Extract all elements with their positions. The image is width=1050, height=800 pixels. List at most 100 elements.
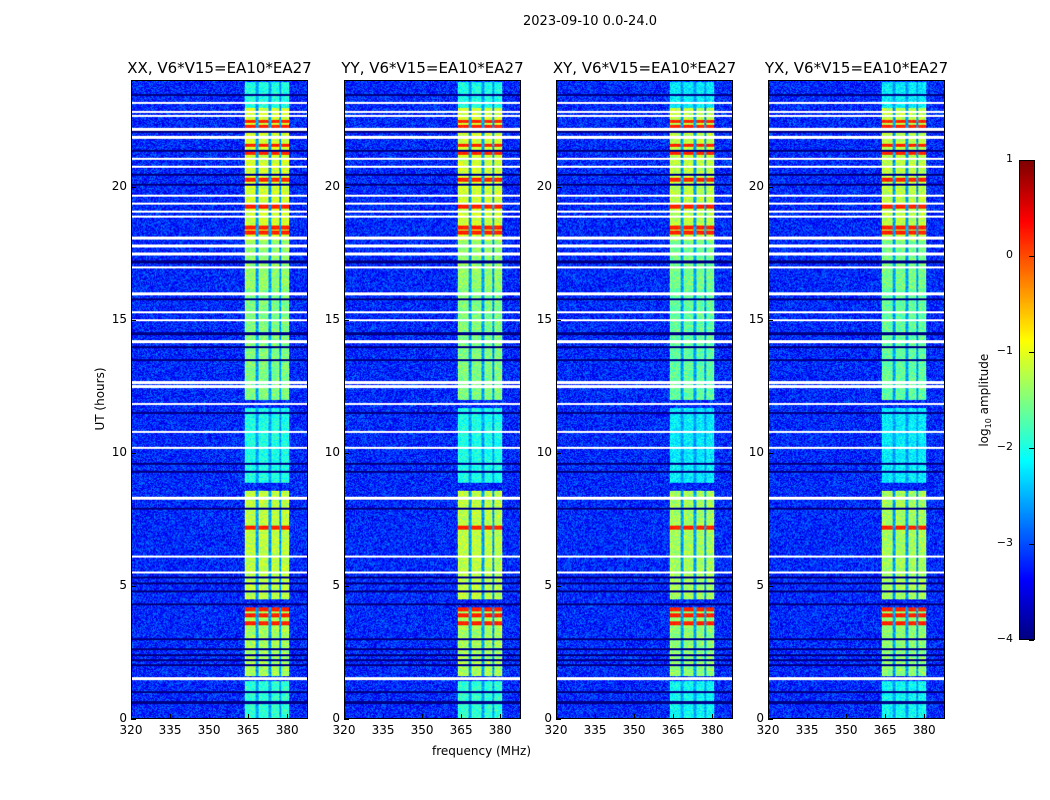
x-tick-mark xyxy=(595,714,597,719)
x-tick-mark xyxy=(712,714,714,719)
x-tick-mark xyxy=(422,714,424,719)
x-axis-label: frequency (MHz) xyxy=(432,744,532,758)
colorbar xyxy=(1019,160,1035,640)
x-tick-mark xyxy=(885,714,887,719)
y-tick-mark xyxy=(768,719,773,720)
y-tick-mark xyxy=(556,319,561,321)
colorbar-tick-mark xyxy=(1029,256,1034,257)
panel-title: YX, V6*V15=EA10*EA27 xyxy=(764,59,949,77)
spectrogram-heatmap xyxy=(769,81,944,718)
colorbar-tick-label: −4 xyxy=(996,632,1013,645)
y-tick-label: 20 xyxy=(111,178,127,193)
x-tick-label: 380 xyxy=(488,723,512,737)
x-tick-mark xyxy=(500,714,502,719)
x-tick-label: 350 xyxy=(622,723,646,737)
x-tick-mark xyxy=(846,714,848,719)
y-tick-label: 20 xyxy=(536,178,552,193)
y-tick-mark xyxy=(768,585,773,587)
y-tick-label: 0 xyxy=(544,711,552,725)
x-tick-mark xyxy=(924,714,926,719)
x-tick-label: 335 xyxy=(371,723,395,737)
colorbar-tick-label: −3 xyxy=(996,536,1013,549)
colorbar-tick-mark xyxy=(1029,448,1034,449)
x-tick-label: 320 xyxy=(119,723,143,737)
y-tick-mark xyxy=(344,452,349,454)
y-tick-mark xyxy=(131,186,136,188)
x-tick-label: 350 xyxy=(197,723,221,737)
panel-title: XX, V6*V15=EA10*EA27 xyxy=(127,59,312,77)
colorbar-tick-label: −2 xyxy=(996,440,1013,453)
y-tick-label: 10 xyxy=(111,444,127,459)
colorbar-tick-mark xyxy=(1029,544,1034,545)
x-tick-mark xyxy=(248,714,250,719)
y-tick-label: 15 xyxy=(748,311,764,326)
x-tick-mark xyxy=(556,714,557,719)
spectrogram-panel xyxy=(768,80,945,719)
y-tick-mark xyxy=(344,319,349,321)
x-tick-label: 380 xyxy=(275,723,299,737)
colorbar-tick-label: 0 xyxy=(1006,248,1013,261)
x-tick-mark xyxy=(461,714,463,719)
spectrogram-heatmap xyxy=(132,81,307,718)
x-tick-label: 350 xyxy=(834,723,858,737)
y-tick-label: 5 xyxy=(756,577,764,592)
spectrogram-heatmap xyxy=(557,81,732,718)
colorbar-tick-label: 1 xyxy=(1006,152,1013,165)
x-tick-label: 335 xyxy=(583,723,607,737)
x-tick-mark xyxy=(634,714,636,719)
y-tick-label: 20 xyxy=(324,178,340,193)
x-tick-label: 380 xyxy=(700,723,724,737)
y-tick-label: 5 xyxy=(119,577,127,592)
figure-title: 2023-09-10 0.0-24.0 xyxy=(523,14,657,29)
x-tick-label: 365 xyxy=(236,723,260,737)
y-tick-label: 20 xyxy=(748,178,764,193)
y-tick-mark xyxy=(556,719,561,720)
x-tick-label: 365 xyxy=(873,723,897,737)
y-tick-label: 10 xyxy=(536,444,552,459)
y-tick-label: 5 xyxy=(332,577,340,592)
colorbar-tick-label: −1 xyxy=(996,344,1013,357)
y-tick-mark xyxy=(131,719,136,720)
x-tick-mark xyxy=(768,714,769,719)
y-axis-label: UT (hours) xyxy=(93,367,107,431)
y-tick-mark xyxy=(344,186,349,188)
colorbar-label: log10 amplitude xyxy=(976,353,994,447)
y-tick-mark xyxy=(344,719,349,720)
y-tick-mark xyxy=(768,186,773,188)
y-tick-mark xyxy=(131,585,136,587)
spectrogram-panel xyxy=(131,80,308,719)
y-tick-label: 10 xyxy=(324,444,340,459)
y-tick-label: 15 xyxy=(536,311,552,326)
x-tick-label: 350 xyxy=(410,723,434,737)
panel-title: YY, V6*V15=EA10*EA27 xyxy=(341,59,524,77)
x-tick-mark xyxy=(287,714,289,719)
spectrogram-panel xyxy=(556,80,733,719)
y-tick-mark xyxy=(556,585,561,587)
panel-title: XY, V6*V15=EA10*EA27 xyxy=(552,59,737,77)
colorbar-tick-mark xyxy=(1029,640,1034,641)
x-tick-label: 320 xyxy=(756,723,780,737)
y-tick-mark xyxy=(768,452,773,454)
x-tick-mark xyxy=(209,714,211,719)
x-tick-mark xyxy=(383,714,385,719)
y-tick-label: 15 xyxy=(324,311,340,326)
y-tick-label: 0 xyxy=(332,711,340,725)
x-tick-mark xyxy=(673,714,675,719)
x-tick-label: 365 xyxy=(449,723,473,737)
x-tick-label: 335 xyxy=(795,723,819,737)
x-tick-mark xyxy=(344,714,345,719)
x-tick-label: 320 xyxy=(332,723,356,737)
x-tick-mark xyxy=(131,714,132,719)
y-tick-mark xyxy=(344,585,349,587)
spectrogram-panel xyxy=(344,80,521,719)
colorbar-tick-mark xyxy=(1029,352,1034,353)
y-tick-mark xyxy=(556,452,561,454)
y-tick-label: 15 xyxy=(111,311,127,326)
y-tick-mark xyxy=(556,186,561,188)
x-tick-label: 365 xyxy=(661,723,685,737)
y-tick-mark xyxy=(768,319,773,321)
y-tick-label: 5 xyxy=(544,577,552,592)
x-tick-label: 380 xyxy=(912,723,936,737)
y-tick-label: 10 xyxy=(748,444,764,459)
